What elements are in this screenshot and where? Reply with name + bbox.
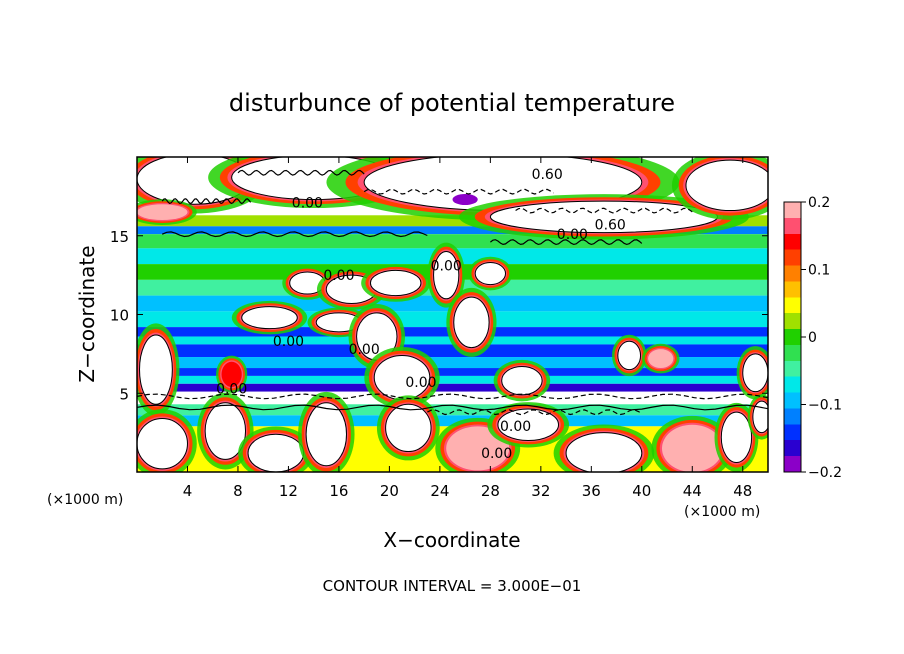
y-tick-label: 5 <box>119 385 129 403</box>
contour-line <box>161 231 428 238</box>
contour-line <box>161 198 252 205</box>
contour-line <box>490 239 643 246</box>
contour-line <box>137 404 768 411</box>
heatmap-anomaly <box>446 287 497 357</box>
heatmap-band <box>137 226 768 235</box>
contour-label: 0.00 <box>292 195 323 211</box>
heatmap-band <box>137 215 768 227</box>
x-tick-label: 24 <box>430 482 449 500</box>
heatmap-anomaly <box>611 334 647 377</box>
contour-line <box>137 393 768 400</box>
chart-title: disturbunce of potential temperature <box>229 89 675 117</box>
heatmap-anomaly <box>671 157 768 220</box>
heatmap-anomaly <box>493 359 551 402</box>
heatmap-anomaly <box>553 424 655 472</box>
heatmap-anomaly <box>651 415 734 472</box>
contour-label: 0.00 <box>431 258 462 274</box>
heatmap-band <box>137 375 768 384</box>
heatmap-anomaly <box>137 409 197 472</box>
x-tick-label: 40 <box>632 482 651 500</box>
heatmap-anomaly <box>216 355 248 394</box>
x-tick-label: 28 <box>481 482 500 500</box>
y-axis-label: Z−coordinate <box>75 245 99 382</box>
colorbar-scale <box>783 201 802 473</box>
heatmap-anomaly <box>714 402 759 472</box>
heatmap-anomaly <box>197 392 254 470</box>
heatmap-band <box>137 391 768 405</box>
contour-label: 0.60 <box>595 217 626 233</box>
heatmap-anomaly <box>468 256 513 291</box>
contour-line <box>515 207 693 214</box>
contour-label: 0.00 <box>216 381 247 397</box>
contour-line <box>237 169 365 176</box>
x-tick-label: 32 <box>531 482 550 500</box>
x-axis: 4 8 12 16 20 24 28 32 36 40 44 48 <box>183 157 752 500</box>
heatmap-anomaly <box>361 264 431 302</box>
contour-label: 0.00 <box>557 227 588 243</box>
contour-label: 0.00 <box>405 375 436 391</box>
x-unit-right: (×1000 m) <box>684 504 760 520</box>
x-tick-label: 20 <box>380 482 399 500</box>
contour-line <box>427 409 643 416</box>
heatmap-anomaly <box>137 199 197 225</box>
y-tick-label: 15 <box>110 228 129 246</box>
heatmap-anomaly <box>641 343 680 374</box>
heatmap-anomaly <box>238 426 314 472</box>
x-tick-label: 16 <box>329 482 348 500</box>
y-axis: 5 10 15 <box>110 228 768 403</box>
colorbar-tick-label: −0.1 <box>808 398 842 414</box>
colorbar-tick-label: −0.2 <box>808 465 842 481</box>
heatmap-anomaly <box>376 395 440 461</box>
x-tick-label: 4 <box>183 482 193 500</box>
contour-label: 0.00 <box>273 334 304 350</box>
y-tick-label: 10 <box>110 307 129 325</box>
heatmap-anomaly <box>231 300 308 335</box>
contour-interval-note: CONTOUR INTERVAL = 3.000E−01 <box>323 577 582 595</box>
heatmap-anomaly <box>458 194 749 240</box>
contour-label: 0.00 <box>500 419 531 435</box>
contour-label: 0.00 <box>481 446 512 462</box>
heatmap-band <box>137 368 768 376</box>
colorbar-tick-label: 0.1 <box>808 263 830 279</box>
heatmap-band <box>137 404 768 416</box>
x-unit-left: (×1000 m) <box>47 492 123 508</box>
x-tick-label: 12 <box>279 482 298 500</box>
heatmap-anomaly <box>427 242 465 308</box>
colorbar-tick-label: 0 <box>808 330 817 346</box>
heatmap-band <box>137 357 768 369</box>
colorbar: 0.2 0.1 0 −0.1 −0.2 <box>783 195 842 481</box>
contour-label: 0.00 <box>349 342 380 358</box>
x-tick-label: 44 <box>683 482 702 500</box>
heatmap-anomaly <box>298 391 355 472</box>
heatmap-anomaly <box>452 194 478 206</box>
heatmap-band <box>137 415 768 427</box>
contour-label: 0.60 <box>532 167 563 183</box>
contour-line <box>363 188 554 195</box>
x-tick-label: 48 <box>733 482 752 500</box>
x-tick-label: 8 <box>233 482 243 500</box>
heatmap-band <box>137 383 768 392</box>
contour-label: 0.00 <box>323 268 354 284</box>
x-tick-label: 36 <box>582 482 601 500</box>
x-axis-label: X−coordinate <box>383 528 520 552</box>
heatmap-band <box>137 344 768 358</box>
heatmap-anomaly <box>736 346 768 400</box>
heatmap-area: 0.60 0.00 0.60 0.00 0.00 0.00 0.00 0.00 0.00 0.00… <box>136 156 769 473</box>
heatmap-anomaly <box>364 346 440 409</box>
heatmap-anomaly <box>747 394 768 440</box>
colorbar-tick-label: 0.2 <box>808 195 830 211</box>
heatmap-anomaly <box>137 323 180 416</box>
